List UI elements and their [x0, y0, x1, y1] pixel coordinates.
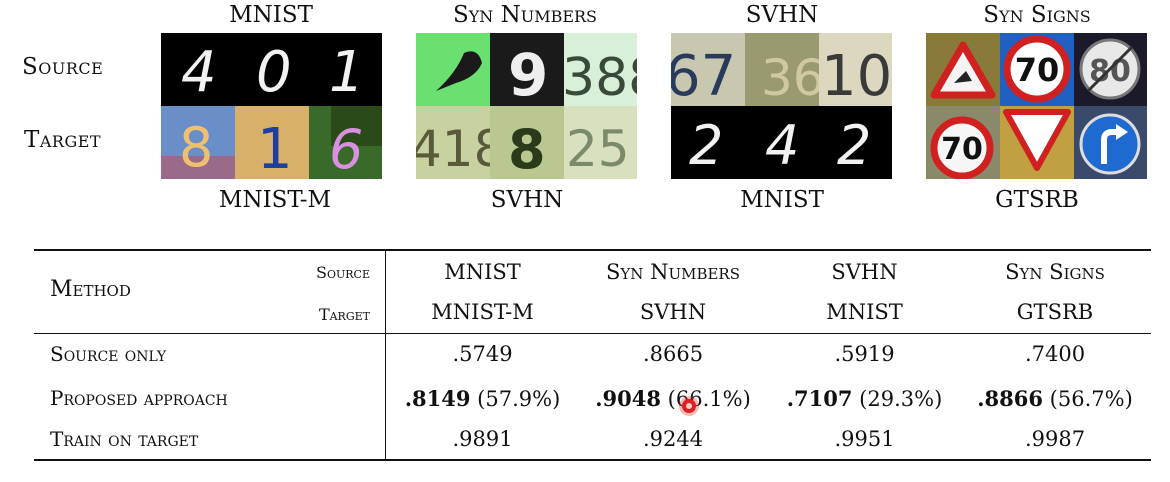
svg-text:10: 10: [821, 44, 892, 106]
col-source-3: SVHN: [831, 260, 898, 284]
svg-text:8: 8: [508, 118, 546, 179]
figure-target-name-2: SVHN: [490, 187, 564, 213]
col-source-2: Syn Numbers: [605, 260, 740, 284]
row-label-source-only: Source only: [50, 342, 167, 366]
value-train-on-target-4: .9987: [1024, 427, 1086, 451]
svg-text:1: 1: [329, 40, 365, 105]
svg-text:0: 0: [256, 40, 292, 105]
svg-text:25: 25: [566, 120, 630, 178]
col-target-1: MNIST-M: [431, 300, 534, 324]
syn-signs-source-images: 70 80: [926, 33, 1147, 106]
figure-source-name-3: SVHN: [745, 2, 819, 28]
figure-target-name-3: MNIST: [740, 187, 824, 213]
svg-text:1: 1: [257, 117, 293, 179]
col-source-4: Syn Signs: [1005, 260, 1105, 284]
value-proposed-1: .8149 (57.9%): [404, 386, 561, 411]
value-train-on-target-2: .9244: [642, 427, 704, 451]
figure-target-name-1: MNIST-M: [218, 187, 332, 213]
figure-row-label-target: Target: [24, 127, 102, 153]
mnist-target-images: 2 4 2: [671, 106, 892, 179]
mouse-cursor-indicator: [682, 399, 696, 413]
value-source-only-3: .5919: [834, 342, 895, 366]
turn-right-sign-icon: [1079, 113, 1141, 175]
figure-target-name-4: GTSRB: [995, 187, 1079, 213]
table-header-rule: [34, 333, 1151, 334]
svg-text:2: 2: [689, 114, 723, 177]
figure-source-name-1: MNIST: [229, 2, 313, 28]
syn-numbers-source-images: 9 388: [416, 33, 637, 106]
figure-source-name-4: Syn Signs: [983, 2, 1091, 28]
svhn-source-images: 67 36 10: [671, 33, 892, 106]
svg-text:36: 36: [761, 49, 825, 106]
svg-text:2: 2: [837, 114, 871, 177]
mnist-source-images: 4 0 1: [161, 33, 382, 106]
method-header: Method: [50, 277, 131, 302]
target-header: Target: [318, 305, 370, 324]
value-proposed-2: .9048 (66.1%): [595, 386, 751, 411]
value-source-only-1: .5749: [452, 342, 513, 366]
svg-text:4: 4: [765, 114, 799, 177]
table-bottom-rule: [34, 459, 1151, 461]
value-source-only-4: .7400: [1024, 342, 1086, 366]
mnist-m-target-images: 8 1 6: [161, 106, 382, 179]
figure-source-name-2: Syn Numbers: [452, 2, 598, 28]
value-source-only-2: .8665: [642, 342, 704, 366]
figure-row-label-source: Source: [22, 54, 104, 80]
svg-text:9: 9: [508, 41, 548, 106]
table-top-rule: [34, 249, 1151, 251]
svg-text:8: 8: [179, 116, 213, 179]
svg-text:4: 4: [181, 40, 217, 105]
svg-text:6: 6: [329, 118, 363, 179]
col-target-3: MNIST: [826, 300, 903, 324]
source-header: Source: [316, 263, 370, 282]
row-label-proposed-approach: Proposed approach: [50, 386, 228, 410]
warning-sign-icon: [930, 41, 996, 99]
value-proposed-3: .7107 (29.3%): [786, 386, 943, 411]
svg-text:388: 388: [562, 48, 637, 106]
value-proposed-4: .8866 (56.7%): [977, 386, 1133, 411]
yield-sign-icon: [1003, 109, 1071, 171]
svg-text:67: 67: [671, 44, 736, 106]
table-vertical-rule: [385, 249, 386, 461]
col-target-4: GTSRB: [1016, 300, 1094, 324]
svg-text:70: 70: [941, 132, 983, 167]
col-source-1: MNIST: [444, 260, 521, 284]
row-label-train-on-target: Train on target: [50, 427, 199, 451]
svhn-target-images: 418 8 25: [416, 106, 637, 179]
value-train-on-target-3: .9951: [834, 427, 895, 451]
svg-text:70: 70: [1015, 51, 1060, 89]
col-target-2: SVHN: [639, 300, 707, 324]
value-train-on-target-1: .9891: [452, 427, 513, 451]
gtsrb-target-images: 70: [926, 106, 1147, 179]
